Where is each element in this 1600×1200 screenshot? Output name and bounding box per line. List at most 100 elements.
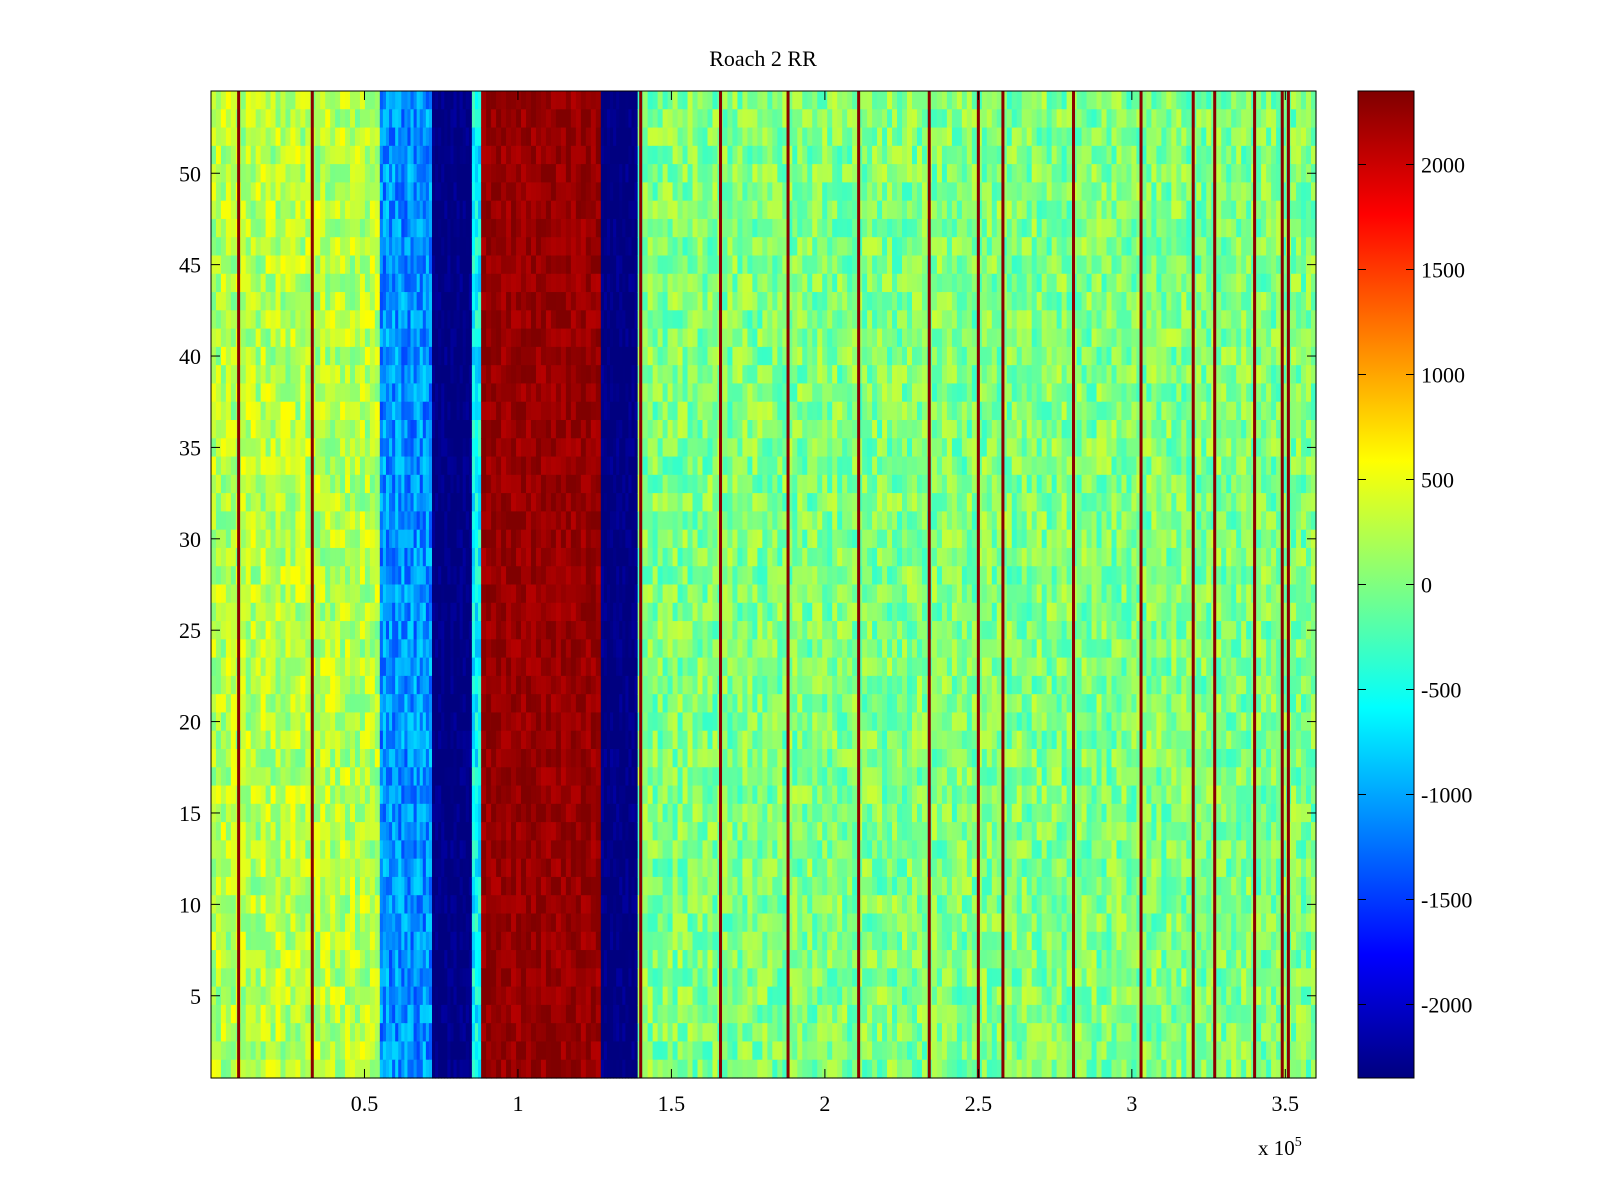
heatmap-cell <box>478 365 482 385</box>
heatmap-cell <box>285 876 292 896</box>
heatmap-cell <box>465 950 470 969</box>
heatmap-cell <box>225 109 232 129</box>
heatmap-cell <box>511 931 517 951</box>
heatmap-cell <box>530 474 537 494</box>
heatmap-cell <box>468 767 473 787</box>
heatmap-cell <box>540 328 547 348</box>
heatmap-cell <box>398 365 402 385</box>
heatmap-cell <box>230 1059 237 1079</box>
heatmap-cell <box>305 584 311 604</box>
heatmap-cell <box>413 383 418 403</box>
heatmap-cell <box>369 200 376 220</box>
heatmap-cell <box>535 749 542 768</box>
heatmap-cell <box>369 182 376 202</box>
heatmap-cell <box>459 931 464 951</box>
heatmap-cell <box>245 986 252 1006</box>
heatmap-cell <box>260 310 267 330</box>
heatmap-cell <box>501 328 507 348</box>
heatmap-cell <box>345 474 351 494</box>
heatmap-cell <box>250 1041 257 1061</box>
heatmap-cell <box>585 420 592 439</box>
heatmap-cell <box>240 420 247 439</box>
heatmap-cell <box>315 566 321 586</box>
heatmap-cell <box>565 1004 572 1024</box>
heatmap-cell <box>535 986 542 1006</box>
heatmap-cell <box>438 511 442 531</box>
heatmap-cell <box>410 438 415 458</box>
heatmap-cell <box>398 474 402 494</box>
heatmap-cell <box>389 639 393 659</box>
heatmap-cell <box>404 145 409 165</box>
heatmap-cell <box>250 547 257 567</box>
heatmap-cell <box>413 1059 418 1079</box>
heatmap-cell <box>465 822 470 841</box>
heatmap-cell <box>486 456 492 476</box>
heatmap-cell <box>585 1059 592 1079</box>
heatmap-cell <box>521 420 527 439</box>
heatmap-cell <box>220 712 227 732</box>
heatmap-cell <box>270 1059 277 1079</box>
heatmap-cell <box>410 950 415 969</box>
heatmap-cell <box>305 712 311 732</box>
heatmap-cell <box>369 310 376 330</box>
heatmap-cell <box>471 127 476 147</box>
heatmap-cell <box>496 420 502 439</box>
heatmap-cell <box>459 420 464 439</box>
heatmap-cell <box>613 200 617 220</box>
heatmap-cell <box>585 91 592 110</box>
heatmap-cell <box>270 621 277 640</box>
heatmap-cell <box>364 310 371 330</box>
heatmap-cell <box>419 767 424 787</box>
heatmap-cell <box>245 420 252 439</box>
heatmap-cell <box>410 730 415 750</box>
heatmap-cell <box>275 822 282 841</box>
heatmap-cell <box>555 1023 562 1043</box>
heatmap-cell <box>385 346 390 366</box>
heatmap-cell <box>496 529 502 549</box>
heatmap-cell <box>354 420 361 439</box>
heatmap-cell <box>422 730 427 750</box>
heatmap-cell <box>300 200 306 220</box>
heatmap-cell <box>395 310 399 330</box>
heatmap-cell <box>545 602 552 622</box>
heatmap-cell <box>354 474 361 494</box>
heatmap-cell <box>616 182 620 202</box>
heatmap-cell <box>474 913 479 933</box>
heatmap-cell <box>471 621 476 640</box>
heatmap-cell <box>462 164 467 183</box>
heatmap-cell <box>535 712 542 732</box>
heatmap-cell <box>240 218 247 238</box>
heatmap-cell <box>444 621 448 640</box>
heatmap-cell <box>385 493 390 512</box>
heatmap-cell <box>580 712 587 732</box>
heatmap-cell <box>545 237 552 257</box>
heatmap-cell <box>325 346 331 366</box>
heatmap-cell <box>379 200 384 220</box>
heatmap-cell <box>595 822 602 841</box>
heatmap-cell <box>478 164 482 183</box>
heatmap-cell <box>444 493 448 512</box>
heatmap-cell <box>416 931 421 951</box>
heatmap-cell <box>535 438 542 458</box>
heatmap-cell <box>575 913 582 933</box>
heatmap-cell <box>300 1023 306 1043</box>
heatmap-cell <box>555 730 562 750</box>
heatmap-cell <box>560 328 567 348</box>
heatmap-cell <box>465 200 470 220</box>
heatmap-cell <box>501 639 507 659</box>
heatmap-cell <box>392 621 396 640</box>
heatmap-cell <box>382 913 387 933</box>
heatmap-cell <box>354 218 361 238</box>
heatmap-cell <box>389 255 393 275</box>
heatmap-cell <box>295 145 301 165</box>
heatmap-cell <box>432 547 436 567</box>
heatmap-cell <box>385 1041 390 1061</box>
heatmap-cell <box>359 456 366 476</box>
heatmap-cell <box>404 91 409 110</box>
heatmap-cell <box>350 803 356 823</box>
heatmap-cell <box>575 749 582 768</box>
heatmap-cell <box>456 584 461 604</box>
heatmap-cell <box>230 712 237 732</box>
heatmap-cell <box>526 639 532 659</box>
heatmap-cell <box>481 127 487 147</box>
